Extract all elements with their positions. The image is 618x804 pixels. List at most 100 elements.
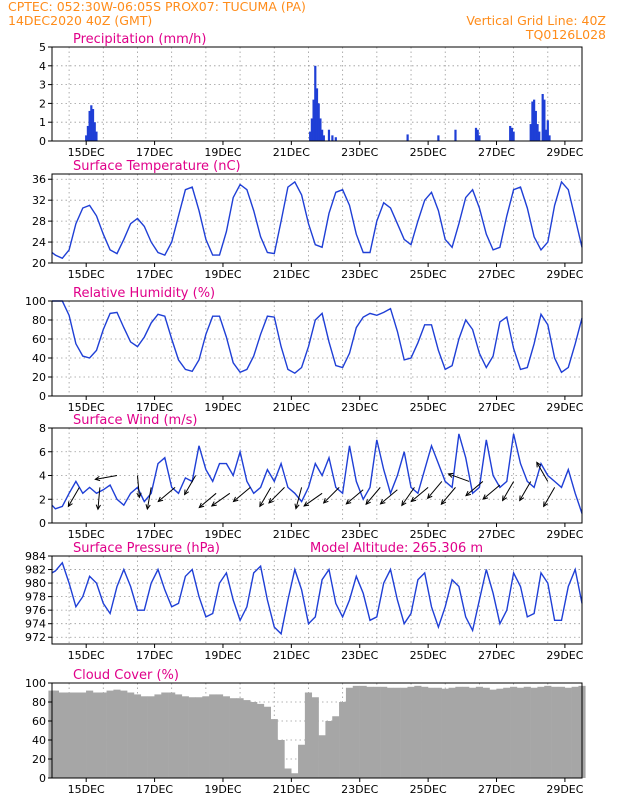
rh-ytick-label: 20 [32,371,46,384]
precip-bar [529,124,532,141]
wind-arrow-head [198,502,205,509]
cloud-bar [140,696,148,778]
precip-xtick-label: 17DEC [136,146,173,159]
wind-arrow-head [447,472,454,478]
temp-line [51,180,583,260]
wind-arrow-head [67,501,73,508]
cloud-xtick-label: 27DEC [478,783,515,796]
cloud-bar [277,740,285,778]
cloud-bar [557,686,566,778]
pres-panel [48,555,583,648]
cloud-bar [510,686,518,778]
cloud-bar [373,686,381,778]
cloud-bar [236,698,244,778]
cloud-xtick-label: 19DEC [204,783,241,796]
rh-xtick-label: 23DEC [341,401,378,414]
rh-panel [48,300,583,400]
header-line-2-left: 14DEC2020 40Z (GMT) [8,13,152,28]
cloud-bar [489,689,497,778]
precip-bar [437,135,440,141]
cloud-bar [65,692,73,778]
temp-panel [48,173,583,267]
precip-bar [478,135,481,141]
pres-xtick-label: 21DEC [273,649,310,662]
precip-bar [334,137,337,141]
temp-xtick-label: 15DEC [68,268,105,281]
precip-bar [534,110,537,141]
cloud-xtick-label: 15DEC [68,783,105,796]
rh-xtick-label: 19DEC [204,401,241,414]
cloud-bar [325,721,333,778]
temp-xtick-label: 19DEC [204,268,241,281]
precip-bar [95,131,98,141]
pres-xtick-label: 27DEC [478,649,515,662]
wind-arrow-shaft [345,489,364,505]
temp-plot-area [52,174,582,263]
wind-arrow-shaft [97,487,101,510]
cloud-xtick-label: 23DEC [341,783,378,796]
cloud-bar [516,687,525,778]
precip-bar [512,131,515,141]
wind-xtick-label: 27DEC [478,528,515,541]
wind-arrow-head [365,499,371,506]
precip-bar [314,65,317,141]
wind-arrow-head [345,499,352,505]
wind-arrow-shaft [482,484,501,500]
precip-bar [88,110,91,141]
precip-bar [474,127,478,141]
precip-ytick-label: 0 [39,135,46,148]
wind-arrow-shaft [427,481,443,499]
cloud-panel [48,682,586,782]
cloud-bar [332,716,340,778]
wind-ytick-label: 4 [39,470,46,483]
temp-ytick-label: 24 [32,236,46,249]
temp-ytick-label: 28 [32,215,46,228]
pres-ytick-label: 972 [25,631,46,644]
temp-ytick-label: 20 [32,257,46,270]
wind-arrow-shaft [448,473,470,482]
precip-ytick-label: 3 [39,79,46,92]
cloud-ytick-label: 20 [32,753,46,766]
cloud-bar [92,692,101,778]
temp-xtick-label: 23DEC [341,268,378,281]
rh-frame [51,300,583,397]
cloud-bar [475,686,483,778]
precip-bar [538,131,541,141]
precip-bar [331,135,334,141]
cloud-bar [257,703,265,778]
cloud-bar [441,688,449,778]
header-line-3-right: TQ0126L028 [525,27,606,42]
cloud-frame [51,682,583,779]
precip-xtick-label: 27DEC [478,146,515,159]
wind-arrow-shaft [543,487,556,507]
wind-arrow-head [94,475,101,482]
cloud-bar [339,702,347,778]
precip-xtick-label: 21DEC [273,146,310,159]
wind-arrow-head [536,461,542,468]
pres-xtick-label: 19DEC [204,649,241,662]
precip-bar [543,99,546,141]
header-line-1: CPTEC: 052:30W-06:05S PROX07: TUCUMA (PA… [8,0,306,14]
precip-bar [93,122,96,141]
wind-arrow-head [465,490,471,497]
rh-xtick-label: 29DEC [546,401,583,414]
wind-arrow-shaft [259,487,272,507]
cloud-bar [215,694,224,778]
cloud-bar [270,719,278,778]
wind-arrow-head [184,489,190,496]
precip-bar [321,129,324,141]
cloud-bar [195,697,203,778]
cloud-bar [284,768,292,778]
cloud-ytick-label: 0 [39,772,46,785]
pres-plot-area [52,556,582,644]
wind-arrow-head [440,499,447,506]
wind-arrow-head [294,503,300,510]
cloud-bar [79,692,87,778]
cloud-ytick-label: 100 [25,677,46,690]
temp-xtick-label: 29DEC [546,268,583,281]
precip-xtick-label: 15DEC [68,146,105,159]
rh-xtick-label: 21DEC [273,401,310,414]
pres-ytick-label: 978 [25,591,46,604]
pres-xtick-label: 17DEC [136,649,173,662]
